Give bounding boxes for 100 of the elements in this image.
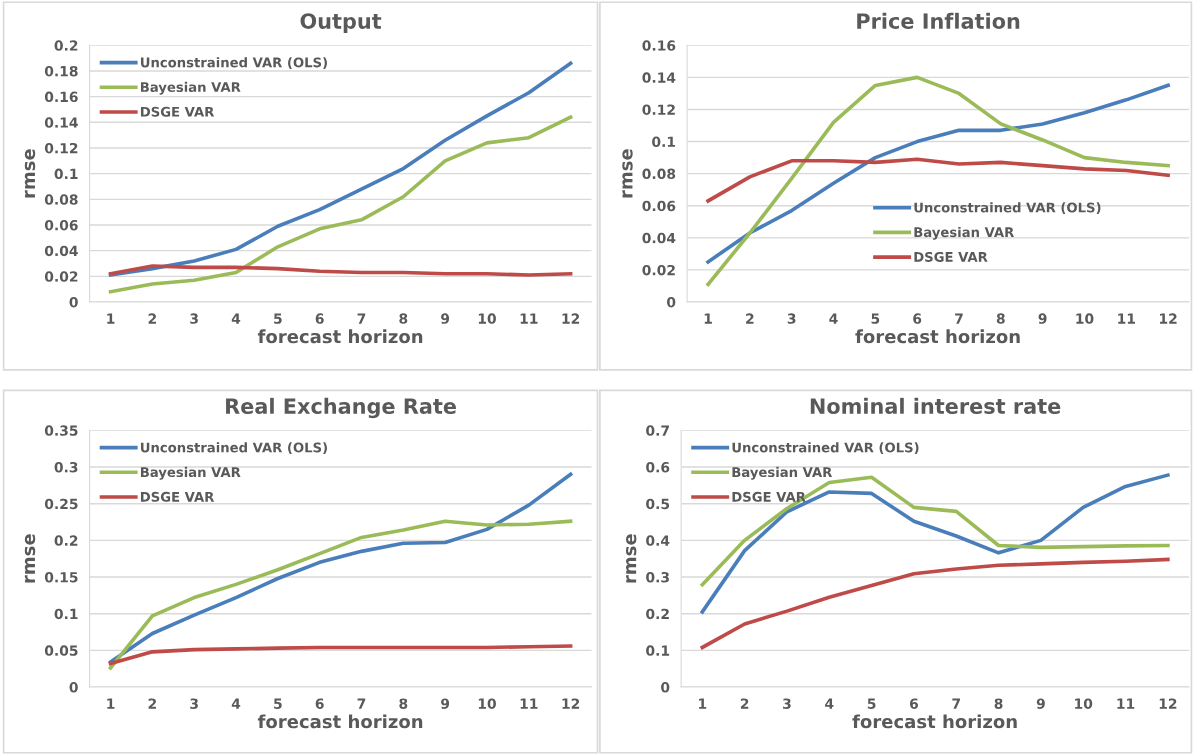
x-tick-label: 4 — [231, 313, 241, 324]
x-tick-label: 6 — [913, 313, 922, 324]
x-tick-label: 3 — [783, 698, 791, 709]
y-tick-label: 0.25 — [44, 498, 78, 510]
y-tick-label: 0.06 — [642, 200, 676, 212]
chart-title: Output — [300, 13, 382, 33]
line-series — [706, 157, 1170, 203]
x-tick-label: 9 — [1036, 698, 1045, 709]
x-tick-label: 12 — [1159, 698, 1177, 709]
x-axis-title: forecast horizon — [257, 329, 423, 344]
y-tick-label: 0.1 — [652, 136, 676, 148]
legend-label: Unconstrained VAR (OLS) — [140, 442, 327, 454]
x-tick-label: 8 — [996, 313, 1005, 324]
x-tick-label: 4 — [825, 698, 834, 709]
y-axis-title: rmse — [622, 149, 633, 198]
y-tick-label: 0.18 — [44, 65, 78, 77]
x-tick-label: 7 — [357, 313, 366, 324]
y-tick-label: 0.3 — [646, 572, 669, 583]
y-tick-label: 0 — [69, 296, 78, 308]
x-tick-label: 8 — [994, 698, 1003, 709]
y-tick-label: 0.04 — [44, 245, 78, 257]
x-tick-label: 10 — [1075, 698, 1093, 709]
y-tick-label: 0.2 — [646, 608, 669, 620]
chart-title: Real Exchange Rate — [226, 397, 456, 419]
x-tick-label: 7 — [952, 698, 960, 709]
x-tick-label: 9 — [441, 313, 450, 324]
y-tick-label: 0.12 — [44, 142, 78, 154]
x-tick-label: 3 — [190, 698, 198, 709]
y-tick-label: 0 — [667, 296, 676, 308]
line-series — [108, 644, 573, 666]
y-tick-label: 0.7 — [646, 425, 669, 436]
line-series — [108, 115, 573, 294]
y-axis-title: rmse — [24, 149, 36, 198]
y-tick-label: 0.2 — [54, 40, 78, 51]
x-axis-title: forecast horizon — [855, 329, 1020, 344]
legend-label: DSGE VAR — [140, 491, 215, 502]
y-tick-label: 0.14 — [44, 117, 78, 128]
x-tick-label: 4 — [231, 698, 241, 709]
y-axis-title: rmse — [24, 534, 36, 583]
x-tick-label: 10 — [478, 313, 496, 324]
legend-label: Bayesian VAR — [140, 81, 241, 95]
x-tick-label: 2 — [746, 313, 754, 324]
y-tick-label: 0.04 — [642, 232, 676, 244]
legend-label: DSGE VAR — [732, 491, 806, 502]
legend-label: Unconstrained VAR (OLS) — [914, 202, 1101, 215]
y-tick-label: 0.08 — [642, 168, 676, 180]
line-series — [700, 557, 1170, 650]
x-tick-label: 3 — [787, 313, 796, 324]
y-tick-label: 0.06 — [44, 219, 78, 231]
y-tick-label: 0 — [69, 682, 78, 693]
chart-title: Price Inflation — [857, 12, 1020, 29]
y-tick-label: 0.05 — [44, 645, 78, 656]
x-tick-label: 5 — [867, 698, 876, 709]
legend-label: Unconstrained VAR (OLS) — [732, 442, 919, 454]
x-tick-label: 5 — [274, 698, 282, 709]
x-tick-label: 10 — [1076, 313, 1094, 324]
x-tick-label: 6 — [315, 313, 324, 324]
chart-title: Nominal interest rate — [810, 397, 1061, 414]
legend-label: DSGE VAR — [914, 251, 988, 262]
y-tick-label: 0.12 — [642, 104, 675, 115]
y-tick-label: 0.16 — [44, 91, 78, 103]
x-tick-label: 11 — [1117, 698, 1135, 709]
y-tick-label: 0.08 — [44, 194, 78, 205]
x-tick-label: 2 — [740, 698, 749, 709]
x-tick-label: 2 — [148, 313, 156, 324]
y-tick-label: 0.02 — [44, 271, 78, 282]
x-tick-label: 10 — [478, 698, 496, 709]
x-tick-label: 6 — [315, 698, 324, 709]
y-tick-label: 0.3 — [54, 461, 78, 473]
y-tick-label: 0.4 — [646, 535, 670, 546]
x-tick-label: 1 — [704, 313, 712, 324]
x-tick-label: 7 — [357, 698, 366, 709]
x-tick-label: 3 — [190, 313, 198, 324]
y-tick-label: 0.16 — [642, 40, 676, 51]
legend-label: Bayesian VAR — [140, 466, 241, 480]
y-tick-label: 0.1 — [54, 168, 78, 180]
legend-label: Unconstrained VAR (OLS) — [140, 57, 327, 69]
legend-label: Bayesian VAR — [914, 226, 1015, 240]
y-tick-label: 0.15 — [44, 572, 78, 583]
line-series — [108, 264, 573, 277]
x-tick-label: 8 — [399, 698, 408, 709]
y-tick-label: 0.14 — [642, 72, 676, 83]
y-tick-label: 0.1 — [54, 608, 78, 620]
legend-label: DSGE VAR — [140, 106, 215, 117]
y-tick-label: 0.5 — [646, 498, 670, 510]
y-axis-title: rmse — [626, 534, 637, 583]
x-tick-label: 2 — [148, 698, 156, 709]
y-tick-label: 0 — [661, 682, 670, 693]
y-tick-label: 0.1 — [646, 645, 670, 656]
x-axis-title: forecast horizon — [852, 714, 1017, 729]
y-tick-label: 0.6 — [646, 461, 670, 473]
x-tick-label: 11 — [1118, 313, 1135, 324]
x-tick-label: 4 — [829, 313, 838, 324]
x-tick-label: 5 — [871, 313, 880, 324]
x-tick-label: 11 — [520, 698, 538, 709]
x-axis-title: forecast horizon — [257, 714, 423, 729]
x-tick-label: 1 — [107, 698, 115, 709]
y-tick-label: 0.2 — [54, 535, 78, 546]
x-tick-label: 1 — [107, 313, 115, 324]
legend-label: Bayesian VAR — [732, 466, 833, 480]
